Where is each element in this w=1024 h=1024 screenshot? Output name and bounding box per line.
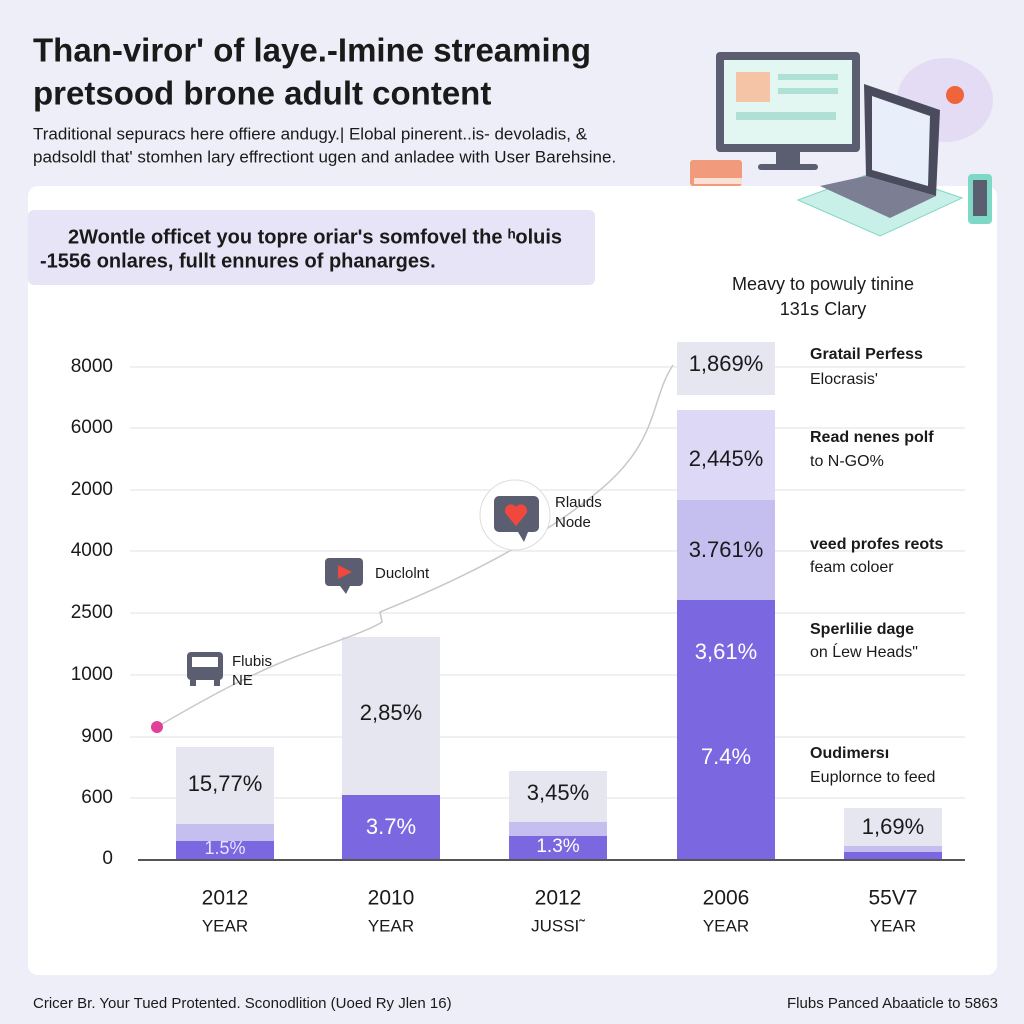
footer-left: Cricer Br. Your Tued Protented. Sconodli… <box>33 995 452 1012</box>
x-label: 55V7 <box>868 887 917 910</box>
x-label: 2006 <box>703 887 750 910</box>
callout-text: -1556 onlares, fullt ennures of phanarge… <box>40 250 436 272</box>
footer-right: Flubs Panced Abaaticle to 5863 <box>787 995 998 1012</box>
bar-segment <box>844 852 942 860</box>
bar-segment <box>342 637 440 795</box>
x-caption: YEAR <box>703 916 749 935</box>
legend-title: veed profes reots <box>810 536 943 553</box>
y-axis-label: 900 <box>81 726 113 747</box>
legend: Gratail Perfess Elocrasis' Read nenes polf… <box>810 346 943 786</box>
x-caption: YEAR <box>202 916 248 935</box>
legend-heading: 131ꜱ Clary <box>780 299 866 319</box>
y-axis-label: 0 <box>102 848 113 869</box>
y-axis-label: 600 <box>81 787 113 808</box>
marker-label: Rlauds <box>555 494 602 511</box>
legend-text: feam coloer <box>810 559 894 576</box>
marker-label: Node <box>555 514 591 531</box>
subtitle: padsoldl that' stomhen lary effrectiont … <box>33 147 616 166</box>
segment-label: 1.5% <box>204 838 245 858</box>
x-caption: YEAR <box>368 916 414 935</box>
bar-segment <box>509 822 607 836</box>
title: pretsood brone adult content <box>33 75 491 112</box>
bar-segment <box>677 410 775 500</box>
segment-label: 3,45% <box>527 780 589 805</box>
bar-segment <box>176 824 274 841</box>
bar-segment <box>176 747 274 824</box>
x-label: 2010 <box>368 887 415 910</box>
bars: 15,77% 1.5% 2012 YEAR 2,85% 3.7% 2010 YEAR 3,45%… <box>176 342 942 935</box>
bar-segment <box>677 600 775 860</box>
bar-segment <box>844 808 942 846</box>
segment-label: 3,61% <box>695 639 757 664</box>
x-caption: YEAR <box>870 916 916 935</box>
y-axis-label: 8000 <box>71 356 113 377</box>
segment-label: 7.4% <box>701 744 751 769</box>
legend-title: Gratail Perfess <box>810 346 923 363</box>
legend-text: to N-GO% <box>810 453 884 470</box>
y-axis-label: 2000 <box>71 479 113 500</box>
subtitle: Traditional sepuracs here offiere andugy… <box>33 124 588 143</box>
legend-title: Oudimersı <box>810 745 889 762</box>
segment-label: 1,869% <box>689 351 764 376</box>
bar-segment <box>342 795 440 860</box>
segment-label: 3.7% <box>366 814 416 839</box>
x-label: 2012 <box>202 887 249 910</box>
bar-segment <box>509 836 607 860</box>
bar-segment <box>677 500 775 600</box>
legend-title: Read nenes polf <box>810 429 934 446</box>
x-label: 2012 <box>535 887 582 910</box>
legend-title: Sperlilie dage <box>810 621 914 638</box>
y-axis-label: 6000 <box>71 417 113 438</box>
segment-label: 2,85% <box>360 700 422 725</box>
y-axis-label: 2500 <box>71 602 113 623</box>
legend-text: Elocrasis' <box>810 371 878 388</box>
legend-heading: Meavy to powuly tinine <box>732 274 914 294</box>
marker-dot <box>151 721 163 733</box>
video-icon <box>325 558 363 594</box>
trend-line <box>156 364 674 728</box>
segment-label: 3.761% <box>689 537 764 562</box>
bar-segment <box>844 846 942 852</box>
segment-label: 1,69% <box>862 814 924 839</box>
title: Than-viror' of laye.-Imine streaming <box>33 32 591 69</box>
bar-segment <box>509 771 607 822</box>
y-axis-label: 1000 <box>71 664 113 685</box>
segment-label: 1.3% <box>536 836 579 857</box>
segment-label: 2,445% <box>689 446 764 471</box>
callout-text: 2Wontle officet you topre oriar's somfov… <box>68 226 562 248</box>
callout-box <box>28 210 595 285</box>
y-axis-label: 4000 <box>71 540 113 561</box>
legend-text: on Ĺew Heads" <box>810 642 918 661</box>
car-icon <box>187 652 223 686</box>
x-caption: JUSSI˜ <box>531 916 585 935</box>
marker-label: Duclolnt <box>375 565 430 582</box>
bar-segment <box>176 841 274 860</box>
marker-label: NE <box>232 672 253 689</box>
legend-text: Euplornce to feed <box>810 769 935 786</box>
bar-segment <box>677 342 775 395</box>
illustration <box>690 52 993 237</box>
segment-label: 15,77% <box>188 771 263 796</box>
marker-label: Flubis <box>232 653 272 670</box>
heart-icon <box>479 479 551 551</box>
